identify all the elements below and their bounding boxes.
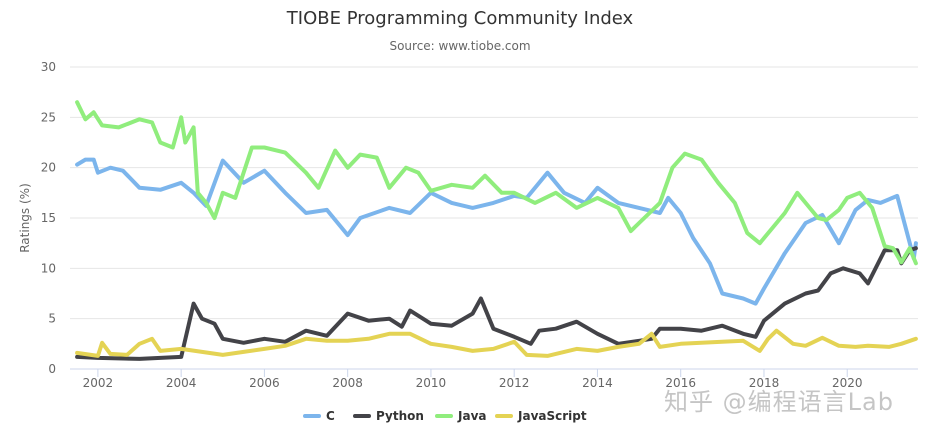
x-tick-label: 2002 <box>83 376 114 390</box>
x-tick-label: 2016 <box>665 376 696 390</box>
legend-label: JavaScript <box>517 409 587 423</box>
y-tick-label: 5 <box>48 312 56 326</box>
legend-label: Java <box>457 409 486 423</box>
legend-label: Python <box>376 409 424 423</box>
y-axis-label: Ratings (%) <box>18 183 32 253</box>
x-tick-label: 2008 <box>332 376 363 390</box>
y-tick-label: 25 <box>41 110 56 124</box>
legend-label: C <box>326 409 335 423</box>
y-tick-label: 15 <box>41 211 56 225</box>
x-tick-label: 2004 <box>166 376 197 390</box>
legend-item-javascript[interactable]: JavaScript <box>495 409 587 423</box>
y-tick-label: 20 <box>41 161 56 175</box>
chart-title: TIOBE Programming Community Index <box>286 8 634 29</box>
series-line-python <box>75 246 918 361</box>
x-tick-label: 2010 <box>416 376 447 390</box>
y-tick-label: 30 <box>41 60 56 74</box>
legend-item-python[interactable]: Python <box>353 409 424 423</box>
x-tick-label: 2020 <box>832 376 863 390</box>
legend-item-java[interactable]: Java <box>435 409 486 423</box>
chart-subtitle: Source: www.tiobe.com <box>389 39 530 53</box>
x-tick-label: 2018 <box>749 376 780 390</box>
y-tick-label: 10 <box>41 261 56 275</box>
x-tick-label: 2006 <box>249 376 280 390</box>
watermark: 知乎 @编程语言Lab <box>664 388 894 416</box>
y-tick-label: 0 <box>48 362 56 376</box>
series-line-javascript <box>75 328 918 358</box>
x-tick-label: 2012 <box>499 376 530 390</box>
legend-item-c[interactable]: C <box>303 409 335 423</box>
series-line-java <box>75 100 918 266</box>
x-tick-label: 2014 <box>582 376 613 390</box>
series-line-c <box>75 157 918 306</box>
